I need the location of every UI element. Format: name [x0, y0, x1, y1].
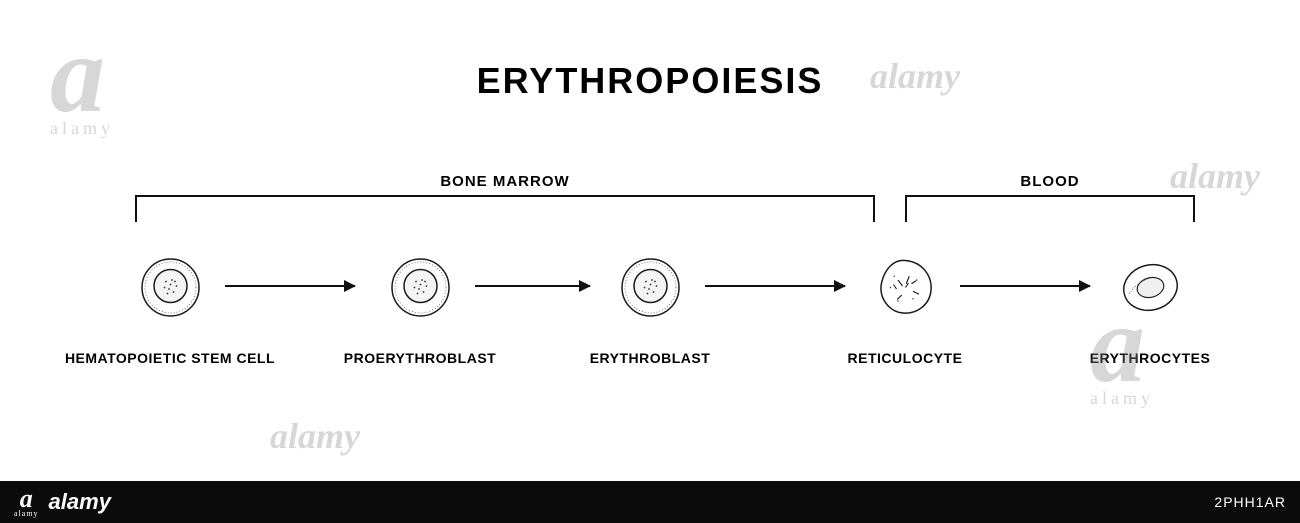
stage-hsc: HEMATOPOIETIC STEM CELL	[60, 250, 280, 366]
watermark-text: alamy	[1170, 155, 1260, 197]
hsc-cell-icon	[133, 250, 208, 325]
bracket-layer: BONE MARROW BLOOD	[0, 195, 1300, 245]
watermark-text: alamy	[270, 415, 360, 457]
stages-row: HEMATOPOIETIC STEM CELL PROERYTHROBLAST …	[0, 250, 1300, 420]
stock-footer: a alamy alamy 2PHH1AR	[0, 481, 1300, 523]
proerythroblast-cell-icon	[383, 250, 458, 325]
stage-erythrocytes: ERYTHROCYTES	[1040, 250, 1260, 366]
stage-label-proerythroblast: PROERYTHROBLAST	[310, 350, 530, 366]
bracket-blood: BLOOD	[905, 195, 1195, 220]
erythrocytes-cell-icon	[1113, 250, 1188, 325]
stage-label-erythroblast: ERYTHROBLAST	[540, 350, 760, 366]
stage-erythroblast: ERYTHROBLAST	[540, 250, 760, 366]
watermark-text: alamy	[870, 55, 960, 97]
stage-reticulocyte: RETICULOCYTE	[795, 250, 1015, 366]
alamy-logo-icon: a alamy	[14, 487, 39, 518]
erythroblast-cell-icon	[613, 250, 688, 325]
stage-label-hsc: HEMATOPOIETIC STEM CELL	[60, 350, 280, 366]
reticulocyte-cell-icon	[868, 250, 943, 325]
stage-label-reticulocyte: RETICULOCYTE	[795, 350, 1015, 366]
diagram-title: ERYTHROPOIESIS	[477, 60, 824, 102]
bracket-label-bone-marrow: BONE MARROW	[434, 173, 575, 190]
stage-proerythroblast: PROERYTHROBLAST	[310, 250, 530, 366]
footer-brand: a alamy alamy	[14, 487, 111, 518]
footer-brand-text: alamy	[49, 489, 111, 515]
stage-label-erythrocytes: ERYTHROCYTES	[1040, 350, 1260, 366]
footer-image-code: 2PHH1AR	[1214, 494, 1286, 510]
watermark-logo: aalamy	[50, 30, 114, 139]
bracket-label-blood: BLOOD	[1014, 173, 1085, 190]
bracket-bone-marrow: BONE MARROW	[135, 195, 875, 220]
